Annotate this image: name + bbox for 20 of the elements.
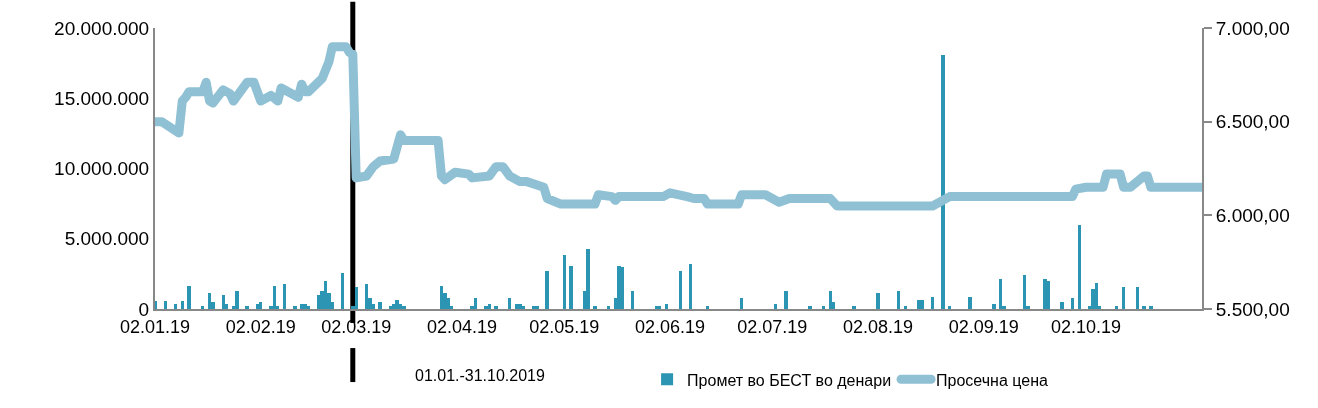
x-tick-label: 02.02.19 (225, 316, 296, 337)
x-tick-label: 02.05.19 (529, 316, 600, 337)
x-tick-label: 02.06.19 (634, 316, 706, 337)
y2-tick-label: 5.500,00 (1215, 298, 1290, 320)
y-tick-label: 5.000.000 (64, 228, 150, 250)
x-tick-label: 02.10.19 (1051, 316, 1122, 337)
x-tick-label: 02.03.19 (321, 316, 392, 337)
y2-tick-label: 7.000,00 (1215, 17, 1290, 39)
x-tick-label: 02.07.19 (737, 316, 808, 337)
x-tick-label: 02.09.19 (948, 316, 1019, 337)
y2-tick-label: 6.000,00 (1215, 204, 1290, 226)
y-tick-label: 15.000.000 (54, 87, 150, 109)
y-tick-label: 20.000.000 (54, 17, 150, 39)
y-tick-label: 10.000.000 (54, 158, 150, 180)
legend-label: Просечна цена (936, 371, 1048, 389)
legend-label: Промет во БЕСТ во денари (687, 371, 892, 389)
text: 01.01.-31.10.2019 (415, 367, 545, 384)
x-tick-label: 02.08.19 (842, 316, 914, 337)
x-tick-label: 02.04.19 (426, 316, 497, 337)
y2-tick-label: 6.500,00 (1215, 111, 1290, 133)
